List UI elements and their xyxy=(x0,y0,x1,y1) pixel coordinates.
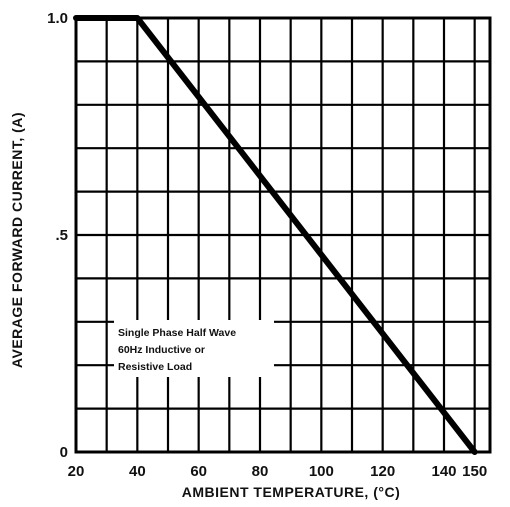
y-axis-title: AVERAGE FORWARD CURRENT, (A) xyxy=(9,112,25,368)
y-tick-label: .5 xyxy=(55,227,68,244)
y-tick-label: 1.0 xyxy=(47,10,68,27)
x-tick-label: 80 xyxy=(252,463,269,480)
x-tick-labels: 20 40 60 80 100 120 140 150 xyxy=(68,463,488,480)
x-axis-title: AMBIENT TEMPERATURE, (°C) xyxy=(182,484,401,500)
x-tick-label: 120 xyxy=(370,463,395,480)
x-tick-label: 40 xyxy=(129,463,146,480)
annotation-line: 60Hz Inductive or xyxy=(118,344,205,356)
annotation-line: Resistive Load xyxy=(118,361,192,373)
annotation: Single Phase Half Wave 60Hz Inductive or R… xyxy=(114,320,274,377)
annotation-background xyxy=(114,320,274,377)
x-tick-label: 150 xyxy=(462,463,487,480)
x-tick-label: 60 xyxy=(190,463,207,480)
series-layer xyxy=(73,15,478,455)
x-tick-label: 20 xyxy=(68,463,85,480)
grid xyxy=(76,18,490,452)
x-tick-label: 100 xyxy=(309,463,334,480)
y-tick-label: 0 xyxy=(60,444,68,461)
annotation-line: Single Phase Half Wave xyxy=(118,327,236,339)
x-tick-label: 140 xyxy=(431,463,456,480)
plot-border xyxy=(74,16,492,454)
y-tick-labels: 0 .5 1.0 xyxy=(47,10,68,461)
derating-curve xyxy=(73,15,478,455)
plot-frame xyxy=(74,16,492,454)
